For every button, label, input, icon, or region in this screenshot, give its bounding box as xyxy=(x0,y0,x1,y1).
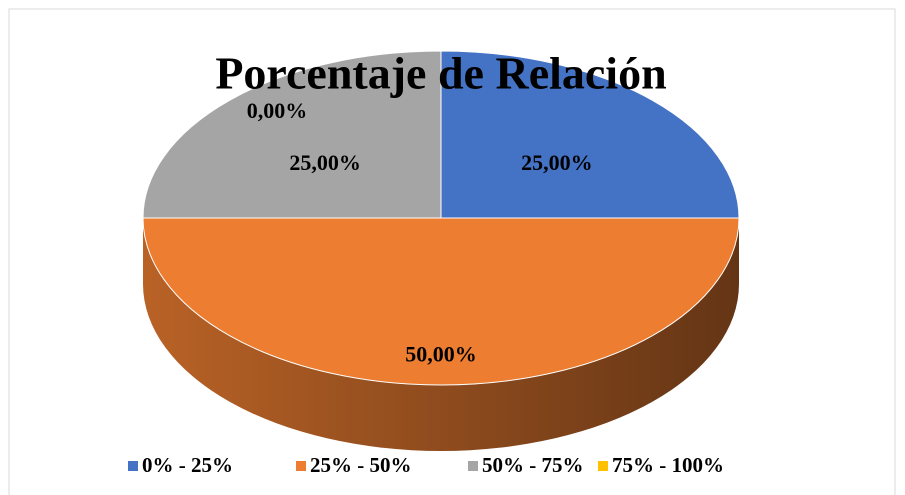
legend-label: 0% - 25% xyxy=(142,453,233,477)
legend-swatch xyxy=(598,461,608,471)
data-label: 25,00% xyxy=(289,150,361,175)
legend-swatch xyxy=(296,461,306,471)
slice-side xyxy=(143,218,739,451)
slice xyxy=(142,50,442,219)
pie xyxy=(142,50,740,451)
legend-label: 75% - 100% xyxy=(612,453,724,477)
data-label: 0,00% xyxy=(247,98,308,123)
legend-swatch xyxy=(128,461,138,471)
data-labels: 25,00% 50,00% 25,00% 0,00% xyxy=(247,98,593,367)
slice xyxy=(440,50,740,219)
slice xyxy=(142,217,740,386)
data-label: 50,00% xyxy=(405,342,477,367)
data-label: 25,00% xyxy=(521,150,593,175)
legend-label: 50% - 75% xyxy=(482,453,584,477)
chart-title: Porcentaje de Relación xyxy=(215,48,666,99)
legend-label: 25% - 50% xyxy=(310,453,412,477)
legend: 0% - 25% 25% - 50% 50% - 75% 75% - 100% xyxy=(128,453,724,477)
legend-swatch xyxy=(468,461,478,471)
